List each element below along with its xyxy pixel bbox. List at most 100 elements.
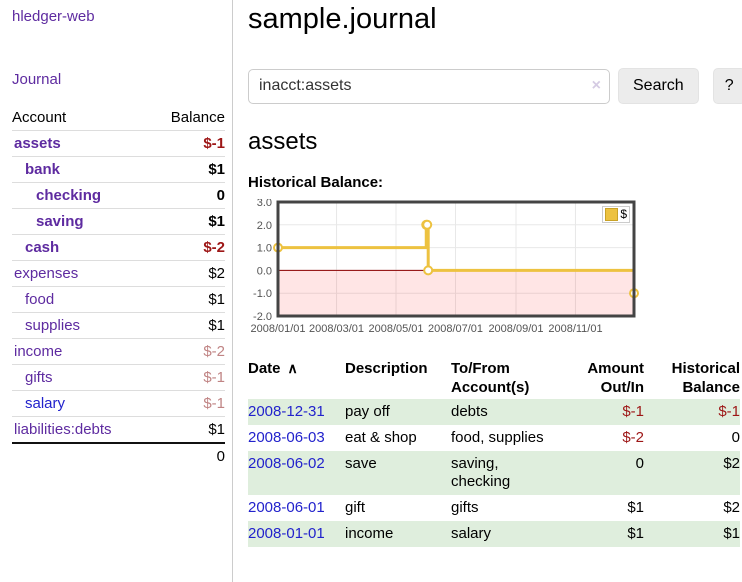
transaction-description: gift [345, 499, 366, 516]
account-link-gifts[interactable]: gifts [25, 369, 53, 386]
transaction-balance: $-1 [718, 403, 740, 420]
svg-text:2008/07/01: 2008/07/01 [428, 323, 483, 335]
sidebar-item-journal[interactable]: Journal [12, 71, 62, 88]
account-heading: assets [248, 128, 318, 155]
transaction-balance: $2 [723, 499, 740, 516]
account-row: expenses $2 [12, 260, 225, 287]
search-button[interactable]: Search [618, 68, 699, 104]
account-balance: $-1 [203, 369, 225, 386]
sort-ascending-icon: ∧ [287, 360, 298, 376]
search-input[interactable] [248, 68, 610, 104]
account-row: supplies $1 [12, 312, 225, 339]
account-row: food $1 [12, 286, 225, 313]
chart-legend: $ [602, 206, 630, 223]
svg-text:1.0: 1.0 [257, 243, 272, 255]
account-row: liabilities:debts $1 [12, 416, 225, 444]
historical-balance-chart: 3.0 2.0 1.0 0.0 -1.0 -2.0 2008/01/01 2008/03/01… [248, 197, 742, 339]
accounts-header-balance: Balance [149, 105, 225, 131]
accounts-header-row: Account Balance [12, 105, 225, 131]
legend-swatch-icon [605, 208, 619, 221]
account-link-bank[interactable]: bank [25, 161, 61, 178]
accounts-total-row: 0 [12, 442, 225, 469]
column-header-description: Description [345, 360, 428, 377]
svg-text:3.0: 3.0 [257, 199, 272, 209]
register-table: Date ∧ Description To/From Account(s) Amo… [248, 357, 740, 547]
svg-text:2008/05/01: 2008/05/01 [368, 323, 423, 335]
clear-search-icon[interactable]: × [591, 76, 601, 94]
transaction-balance: $2 [723, 455, 740, 472]
account-row: bank $1 [12, 156, 225, 183]
account-row: gifts $-1 [12, 364, 225, 391]
column-header-amount: Amount Out/In [587, 360, 644, 396]
account-row: income $-2 [12, 338, 225, 365]
account-row: cash $-2 [12, 234, 225, 261]
account-row: checking 0 [12, 182, 225, 209]
svg-text:2008/01/01: 2008/01/01 [250, 323, 305, 335]
transaction-amount: $-1 [622, 403, 644, 420]
svg-text:0.0: 0.0 [257, 265, 272, 277]
transaction-amount: $-2 [622, 429, 644, 446]
transaction-amount: $1 [627, 525, 644, 542]
register-row: 2008-06-02 save saving, checking 0 $2 [248, 451, 740, 495]
svg-text:2008/03/01: 2008/03/01 [309, 323, 364, 335]
account-balance: $-2 [203, 239, 225, 256]
accounts-table: Account Balance assets $-1 bank $1 check… [12, 105, 225, 469]
account-balance: $-1 [203, 135, 225, 152]
main-content: sample.journal × Search ? assets Histori… [232, 0, 742, 582]
account-link-expenses[interactable]: expenses [14, 265, 79, 282]
register-row: 2008-01-01 income salary $1 $1 [248, 521, 740, 547]
transaction-accounts: gifts [451, 499, 479, 516]
account-row: assets $-1 [12, 130, 225, 157]
help-button[interactable]: ? [712, 68, 742, 104]
account-link-checking[interactable]: checking [36, 187, 102, 204]
transaction-accounts: food, supplies [451, 429, 544, 446]
transaction-balance: $1 [723, 525, 740, 542]
account-balance: $1 [208, 291, 225, 308]
account-balance: $1 [208, 317, 225, 334]
account-link-salary[interactable]: salary [25, 395, 66, 412]
sidebar: hledger-web Journal Account Balance asse… [0, 0, 232, 582]
account-link-liabilities-debts[interactable]: liabilities:debts [14, 421, 112, 438]
transaction-accounts: salary [451, 525, 492, 542]
accounts-header-account: Account [12, 105, 150, 131]
account-balance: $-1 [203, 395, 225, 412]
svg-text:2008/09/01: 2008/09/01 [488, 323, 543, 335]
account-link-cash[interactable]: cash [25, 239, 60, 256]
account-balance: 0 [216, 187, 225, 204]
register-header-row: Date ∧ Description To/From Account(s) Amo… [248, 357, 740, 399]
register-row: 2008-06-03 eat & shop food, supplies $-2… [248, 425, 740, 451]
column-header-balance: Historical Balance [671, 360, 740, 396]
transaction-date-link[interactable]: 2008-01-01 [248, 525, 325, 542]
transaction-accounts: saving, checking [451, 455, 511, 490]
transaction-date-link[interactable]: 2008-12-31 [248, 403, 325, 420]
column-header-accounts: To/From Account(s) [451, 360, 530, 396]
page-title: sample.journal [248, 3, 437, 35]
svg-text:-2.0: -2.0 [253, 311, 272, 323]
account-link-food[interactable]: food [25, 291, 55, 308]
legend-label: $ [620, 207, 627, 221]
account-link-saving[interactable]: saving [36, 213, 84, 230]
register-row: 2008-06-01 gift gifts $1 $2 [248, 495, 740, 521]
transaction-amount: 0 [635, 455, 644, 472]
account-row: salary $-1 [12, 390, 225, 417]
transaction-description: pay off [345, 403, 390, 420]
svg-text:2008/11/01: 2008/11/01 [548, 323, 602, 335]
transaction-description: save [345, 455, 377, 472]
transaction-date-link[interactable]: 2008-06-03 [248, 429, 325, 446]
transaction-date-link[interactable]: 2008-06-02 [248, 455, 325, 472]
account-link-assets[interactable]: assets [14, 135, 61, 152]
chart-title: Historical Balance: [248, 174, 384, 191]
transaction-amount: $1 [627, 499, 644, 516]
accounts-total-value: 0 [216, 448, 225, 465]
transaction-date-link[interactable]: 2008-06-01 [248, 499, 325, 516]
search-bar: × Search ? [248, 68, 742, 104]
app-title-link[interactable]: hledger-web [12, 8, 95, 25]
svg-text:-1.0: -1.0 [253, 288, 272, 300]
transaction-accounts: debts [451, 403, 488, 420]
account-link-income[interactable]: income [14, 343, 63, 360]
column-header-date[interactable]: Date ∧ [248, 360, 298, 377]
transaction-balance: 0 [731, 429, 740, 446]
register-row: 2008-12-31 pay off debts $-1 $-1 [248, 399, 740, 425]
transaction-description: eat & shop [345, 429, 417, 446]
account-link-supplies[interactable]: supplies [25, 317, 81, 334]
